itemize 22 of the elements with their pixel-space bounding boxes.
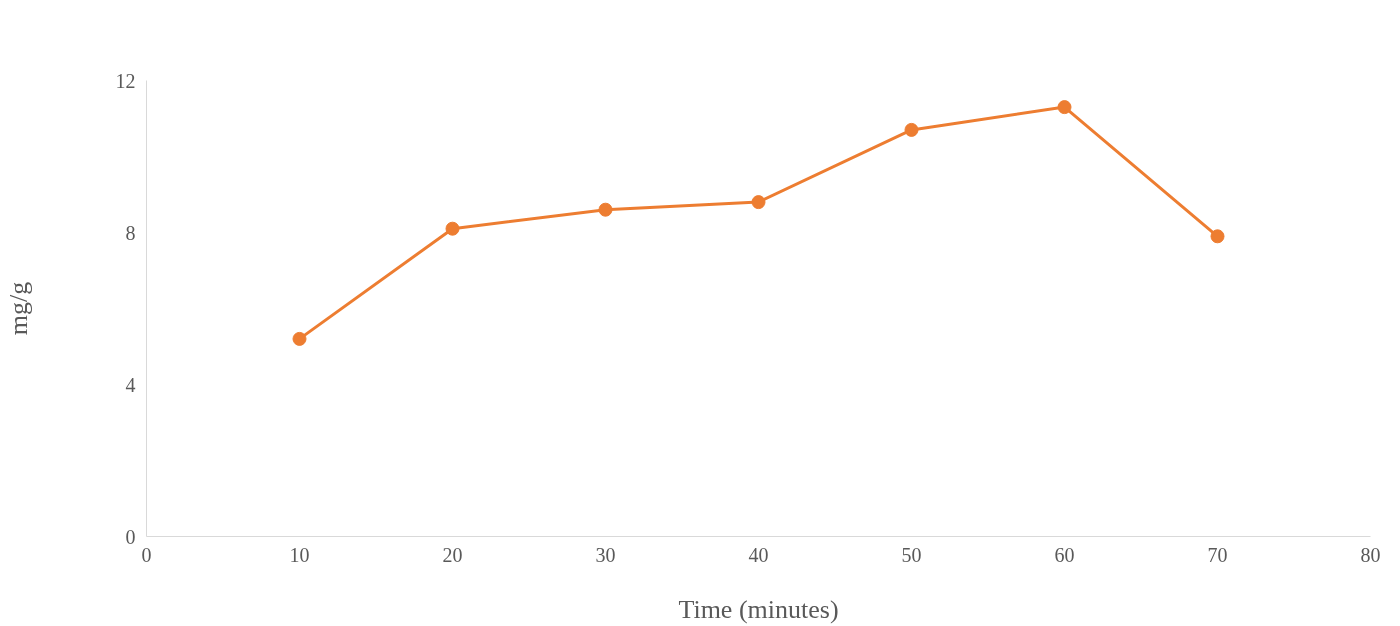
x-tick-label: 80 <box>1360 543 1381 566</box>
point <box>1210 229 1225 244</box>
point <box>598 202 613 217</box>
x-tick-label: 50 <box>901 543 922 566</box>
point <box>904 122 919 137</box>
x-tick-label: 10 <box>289 543 310 566</box>
point <box>445 221 460 236</box>
y-tick-label: 8 <box>125 221 136 244</box>
y-tick-label: 0 <box>125 525 136 548</box>
point <box>1057 100 1072 115</box>
y-tick-label: 12 <box>115 69 136 92</box>
x-axis-title: Time (minutes) <box>678 594 839 624</box>
point <box>292 331 307 346</box>
x-tick-label: 0 <box>141 543 152 566</box>
point <box>751 195 766 210</box>
x-tick-label: 60 <box>1054 543 1075 566</box>
x-tick-label: 70 <box>1207 543 1228 566</box>
x-tick-label: 20 <box>442 543 463 566</box>
x-tick-label: 40 <box>748 543 769 566</box>
y-tick-label: 4 <box>125 373 136 396</box>
y-axis-title: mg/g <box>3 281 33 336</box>
x-tick-label: 30 <box>595 543 616 566</box>
